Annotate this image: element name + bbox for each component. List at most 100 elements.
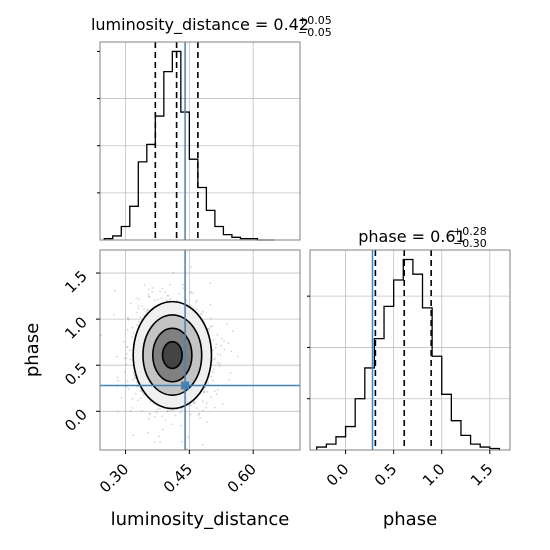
sample-point (169, 283, 172, 286)
sample-point (195, 308, 198, 311)
sample-point (220, 337, 223, 340)
sample-point (214, 357, 216, 360)
y-tick-label: 1.0 (61, 313, 91, 343)
sample-point (120, 397, 123, 400)
sample-point (164, 291, 166, 294)
sample-point (218, 365, 221, 368)
contour-line (132, 300, 213, 410)
sample-point (216, 352, 219, 355)
x-tick-label: 1.0 (419, 460, 449, 490)
phase-title: phase = 0.61 (358, 227, 465, 246)
sample-point (136, 399, 139, 402)
sample-point (165, 299, 168, 302)
sample-point (132, 434, 135, 437)
phase-title-minus: −0.30 (453, 237, 487, 250)
sample-point (214, 346, 217, 349)
sample-point (164, 419, 167, 422)
sample-point (146, 309, 149, 312)
sample-point (181, 409, 183, 411)
sample-point (153, 415, 156, 418)
sample-point (186, 448, 188, 450)
sample-point (208, 330, 210, 333)
sample-point (227, 342, 230, 345)
luminosity-distance-title-plus: +0.05 (298, 14, 332, 27)
contour-line (161, 340, 183, 370)
sample-point (131, 397, 134, 400)
sample-point (237, 355, 240, 358)
y-tick-label: 0.5 (61, 359, 91, 389)
phase-x-ticks: 0.0 0.5 1.0 1.5 (323, 450, 497, 490)
sample-point (220, 344, 222, 347)
sample-point (202, 409, 204, 412)
luminosity-distance-frame (99, 41, 301, 241)
sample-point (192, 292, 195, 295)
sample-point (209, 325, 212, 328)
luminosity-distance-quantile-lines (154, 42, 199, 240)
sample-point (135, 311, 138, 314)
sample-point (201, 443, 204, 446)
sample-point (158, 435, 160, 438)
contour-fill (162, 341, 183, 369)
sample-point (216, 361, 219, 364)
sample-point (147, 288, 150, 291)
sample-point (139, 397, 142, 400)
sample-point (141, 305, 144, 308)
joint-density-contours (132, 300, 213, 410)
sample-point (218, 362, 221, 365)
sample-point (143, 308, 145, 310)
sample-point (147, 418, 150, 420)
sample-point (215, 393, 218, 396)
sample-point (131, 326, 134, 329)
sample-point (139, 316, 142, 319)
sample-point (136, 324, 139, 327)
sample-point (126, 328, 129, 331)
x-tick-label: 1.5 (467, 460, 497, 490)
sample-point (146, 308, 149, 311)
sample-point (230, 350, 233, 353)
sample-point (113, 289, 116, 292)
phase-histogram-steps (316, 258, 501, 450)
sample-point (199, 417, 201, 420)
sample-point (189, 304, 192, 307)
sample-point (210, 396, 213, 398)
sample-point (126, 316, 129, 319)
sample-point (216, 333, 219, 336)
sample-point (179, 411, 182, 414)
sample-point (153, 299, 156, 302)
sample-point (193, 401, 196, 403)
sample-point (149, 413, 152, 415)
phase-y-ticks (307, 295, 310, 400)
sample-point (159, 407, 161, 410)
sample-point (203, 391, 206, 394)
sample-point (232, 330, 234, 333)
sample-point (192, 306, 195, 309)
sample-point (159, 290, 161, 293)
sample-point (116, 376, 119, 379)
sample-point (143, 314, 145, 317)
sample-point (211, 325, 214, 327)
sample-point (127, 318, 129, 320)
sample-point (148, 295, 150, 298)
sample-point (201, 400, 204, 403)
sample-point (190, 290, 192, 293)
sample-point (169, 410, 172, 412)
sample-point (203, 391, 205, 393)
joint-truth-lines (100, 250, 300, 450)
sample-point (221, 403, 224, 405)
y-tick-label: 1.5 (61, 267, 91, 297)
sample-point (211, 379, 214, 382)
sample-point (167, 409, 169, 412)
sample-point (210, 375, 212, 378)
phase-frame (309, 249, 511, 451)
sample-point (133, 377, 136, 380)
sample-point (195, 407, 198, 409)
sample-point (167, 294, 170, 297)
sample-point (154, 440, 156, 443)
joint-x-ticks: 0.30 0.45 0.60 (96, 450, 260, 496)
sample-point (135, 297, 138, 300)
phase-title-plus: +0.28 (453, 225, 487, 238)
sample-point (125, 357, 128, 359)
sample-point (125, 363, 128, 366)
sample-point (229, 371, 232, 374)
